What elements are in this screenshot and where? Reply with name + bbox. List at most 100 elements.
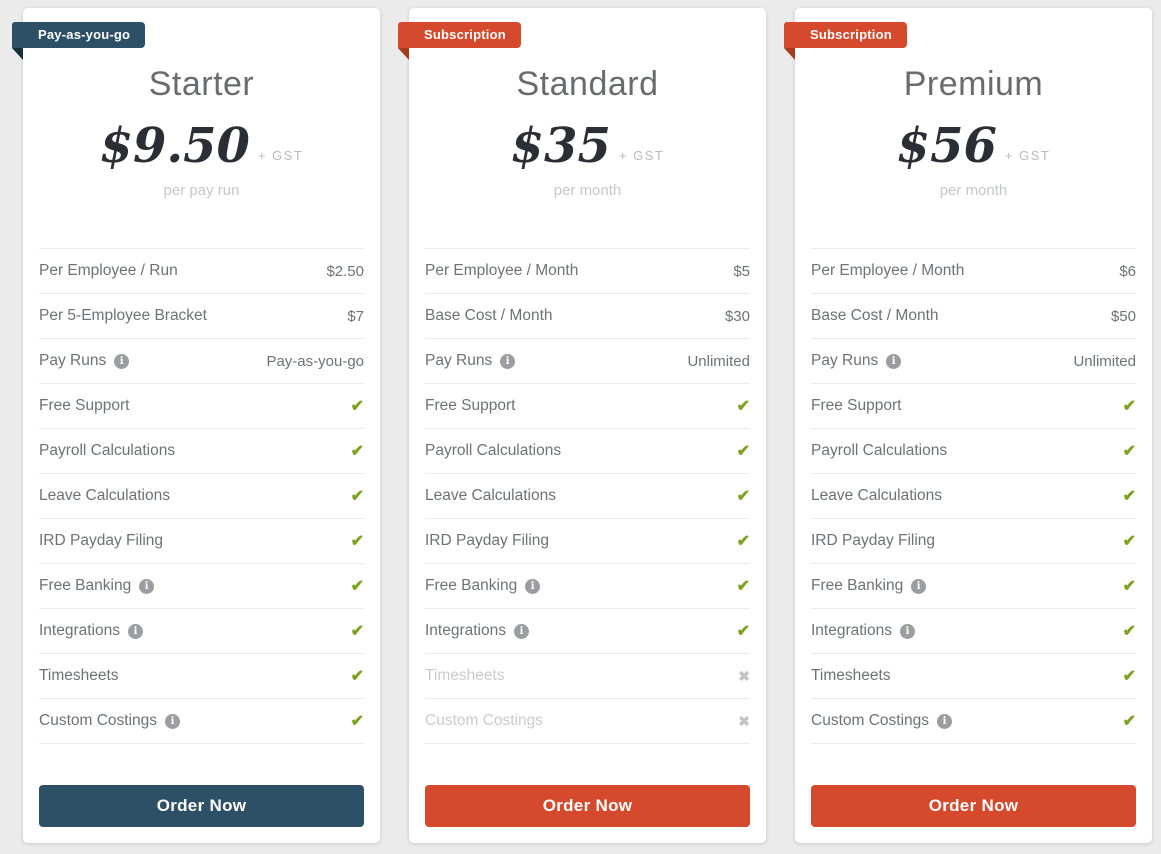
info-icon[interactable]: i: [139, 578, 155, 594]
feature-label-wrap: Timesheets: [39, 667, 119, 685]
feature-label: IRD Payday Filing: [811, 532, 936, 549]
feature-value: Pay-as-you-go: [266, 352, 364, 370]
check-icon: ✔: [1122, 713, 1136, 730]
feature-label-wrap: Timesheets: [811, 667, 891, 685]
check-icon: ✔: [350, 668, 364, 685]
plan-period: per month: [553, 182, 622, 199]
feature-label-wrap: Per 5-Employee Bracket: [39, 307, 207, 325]
feature-label-wrap: Payroll Calculations: [39, 442, 175, 460]
feature-row: Free Support ✔: [811, 384, 1136, 429]
cross-icon: ✖: [738, 667, 750, 684]
feature-row: IRD Payday Filing ✔: [39, 519, 364, 564]
feature-row: Integrations i ✔: [811, 609, 1136, 654]
feature-label: Integrations: [39, 622, 120, 639]
feature-row: Per Employee / Run $2.50: [39, 249, 364, 294]
feature-label: Per Employee / Month: [811, 262, 965, 279]
feature-label-wrap: Free Support: [425, 397, 515, 415]
check-icon: ✔: [736, 533, 750, 550]
feature-label: Timesheets: [811, 667, 891, 684]
feature-label-wrap: Base Cost / Month: [425, 307, 553, 325]
feature-label-wrap: Free Support: [811, 397, 901, 415]
order-now-button-premium[interactable]: Order Now: [811, 785, 1136, 827]
info-icon[interactable]: i: [500, 353, 516, 369]
feature-label-wrap: Per Employee / Run: [39, 262, 178, 280]
feature-row: Custom Costings i ✔: [811, 699, 1136, 744]
info-icon[interactable]: i: [525, 578, 541, 594]
feature-row: Integrations i ✔: [425, 609, 750, 654]
feature-label: Leave Calculations: [811, 487, 942, 504]
feature-label-wrap: Pay Runs i: [39, 352, 130, 370]
check-icon: ✔: [1122, 668, 1136, 685]
feature-label: Base Cost / Month: [425, 307, 553, 324]
feature-label-wrap: Pay Runs i: [811, 352, 902, 370]
info-icon[interactable]: i: [900, 623, 915, 639]
info-icon[interactable]: i: [886, 353, 902, 369]
feature-label: Timesheets: [39, 667, 119, 684]
plan-price: $35: [510, 118, 611, 174]
cross-icon: ✖: [738, 712, 750, 729]
feature-row: Leave Calculations ✔: [425, 474, 750, 519]
feature-value: $6: [1119, 262, 1136, 280]
plan-header: Premium $56 + GST per month: [811, 8, 1136, 248]
feature-row: Custom Costings ✖: [425, 699, 750, 744]
feature-label: Integrations: [425, 622, 506, 639]
feature-label: Custom Costings: [39, 712, 158, 729]
plan-price: $56: [896, 118, 997, 174]
plan-title: Standard: [516, 65, 659, 103]
info-icon[interactable]: i: [514, 623, 529, 639]
feature-label: Free Banking: [39, 577, 132, 594]
feature-label: Pay Runs: [811, 352, 879, 369]
ribbon-fold: [784, 48, 795, 60]
plan-title: Premium: [903, 65, 1044, 103]
feature-label: Per Employee / Month: [425, 262, 579, 279]
order-now-button-standard[interactable]: Order Now: [425, 785, 750, 827]
feature-row: Free Support ✔: [39, 384, 364, 429]
check-icon: ✔: [350, 398, 364, 415]
feature-row: Per Employee / Month $6: [811, 249, 1136, 294]
feature-row: Payroll Calculations ✔: [425, 429, 750, 474]
ribbon-fold: [398, 48, 409, 60]
order-now-button-starter[interactable]: Order Now: [39, 785, 364, 827]
feature-row: Timesheets ✔: [811, 654, 1136, 699]
price-line: $35 + GST: [425, 118, 750, 174]
plan-title: Starter: [148, 65, 255, 103]
feature-row: Free Banking i ✔: [811, 564, 1136, 609]
feature-value: $7: [347, 307, 364, 325]
feature-label-wrap: Payroll Calculations: [811, 442, 947, 460]
feature-row: Pay Runs i Unlimited: [425, 339, 750, 384]
feature-label-wrap: Per Employee / Month: [811, 262, 964, 280]
check-icon: ✔: [350, 488, 364, 505]
feature-label-wrap: Leave Calculations: [425, 487, 556, 505]
info-icon[interactable]: i: [165, 713, 181, 729]
feature-label: Per Employee / Run: [39, 262, 178, 279]
feature-label: Timesheets: [425, 667, 505, 684]
plan-period: per month: [939, 182, 1008, 199]
info-icon[interactable]: i: [911, 578, 927, 594]
feature-label-wrap: Integrations i: [39, 622, 143, 640]
feature-row: Pay Runs i Unlimited: [811, 339, 1136, 384]
feature-label-wrap: Free Banking i: [425, 577, 541, 595]
check-icon: ✔: [736, 623, 750, 640]
check-icon: ✔: [736, 488, 750, 505]
feature-label-wrap: Leave Calculations: [811, 487, 942, 505]
feature-label-wrap: IRD Payday Filing: [811, 532, 935, 550]
feature-row: Payroll Calculations ✔: [39, 429, 364, 474]
feature-label-wrap: Custom Costings i: [39, 712, 181, 730]
ribbon-label: Pay-as-you-go: [38, 27, 131, 42]
feature-label: Custom Costings: [811, 712, 930, 729]
check-icon: ✔: [736, 578, 750, 595]
feature-label-wrap: Free Banking i: [811, 577, 927, 595]
feature-row: Free Support ✔: [425, 384, 750, 429]
check-icon: ✔: [350, 578, 364, 595]
feature-value: $50: [1110, 307, 1136, 325]
info-icon[interactable]: i: [114, 353, 130, 369]
info-icon[interactable]: i: [937, 713, 953, 729]
info-icon[interactable]: i: [128, 623, 143, 639]
check-icon: ✔: [1122, 533, 1136, 550]
feature-label: Pay Runs: [39, 352, 107, 369]
feature-label: IRD Payday Filing: [39, 532, 164, 549]
feature-label-wrap: Base Cost / Month: [811, 307, 939, 325]
feature-label: Integrations: [811, 622, 892, 639]
feature-row: Per 5-Employee Bracket $7: [39, 294, 364, 339]
feature-label: Free Support: [39, 397, 130, 414]
